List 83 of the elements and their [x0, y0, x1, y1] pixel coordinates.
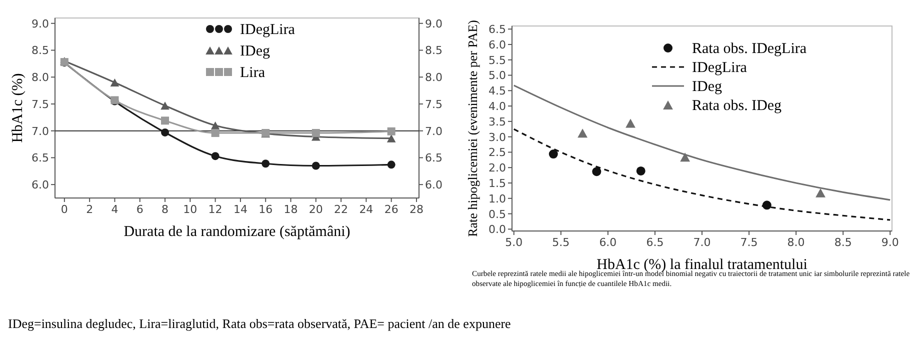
point: [592, 167, 602, 176]
x-tick-label: 5.0: [505, 236, 523, 249]
x-tick-label: 5.5: [552, 236, 570, 249]
x-tick-label: 22: [334, 203, 348, 216]
x-tick-label: 8.0: [787, 236, 805, 249]
y-tick-label: 7.5: [32, 98, 49, 111]
point: [578, 128, 588, 138]
y-tick-label: 3.0: [488, 130, 506, 144]
y2-tick-label: 7.0: [425, 124, 442, 138]
x-tick-label: 7.5: [740, 236, 758, 249]
point: [110, 78, 120, 86]
line-series: [513, 128, 891, 221]
point: [211, 128, 220, 137]
x-tick-label: 4: [111, 203, 118, 216]
x-tick-label: 18: [284, 203, 298, 216]
point: [387, 127, 396, 136]
point: [161, 128, 170, 136]
y-tick-label: 4.0: [488, 100, 506, 114]
y-tick-label: 7.0: [32, 124, 49, 138]
x-tick-label: 8.5: [834, 236, 852, 249]
y-tick-label: 6.5: [488, 23, 506, 36]
legend-label: IDeg: [240, 44, 270, 60]
x-tick-label: 14: [233, 203, 248, 216]
x-tick-label: 28: [409, 203, 424, 216]
x-tick-label: 10: [183, 203, 198, 216]
legend-label: IDegLira: [240, 22, 296, 38]
y-tick-label: 5.5: [488, 54, 506, 67]
x-axis-title: Durata de la randomizare (săptămâni): [124, 224, 350, 240]
y-tick-label: 8.5: [32, 44, 49, 58]
y-tick-label: 1.0: [488, 192, 506, 206]
y2-tick-label: 6.0: [425, 178, 442, 192]
legend-label: Lira: [240, 65, 266, 81]
y-tick-label: 2.0: [488, 162, 506, 175]
y-axis-title: Rate hipoglicemiei (evenimente per PAE): [465, 20, 480, 237]
x-tick-label: 16: [258, 203, 273, 216]
point: [387, 160, 396, 169]
y-tick-label: 5.0: [488, 69, 506, 82]
legend-label: IDeg: [692, 79, 722, 95]
legend-label: IDegLira: [692, 60, 748, 76]
x-tick-label: 0: [60, 203, 68, 216]
y-tick-label: 8.0: [32, 71, 49, 84]
x-tick-label: 6.0: [599, 236, 617, 249]
x-tick-label: 24: [359, 203, 374, 216]
point: [816, 188, 826, 198]
y2-tick-label: 9.0: [425, 17, 442, 30]
x-tick-label: 12: [208, 203, 222, 216]
y-tick-label: 3.5: [488, 115, 506, 128]
legend-label: Rata obs. IDeg: [692, 98, 782, 114]
x-tick-label: 6.5: [646, 236, 664, 249]
text: IDeg=insulina degludec, Lira=liraglutid, Rata obs=rata observată, PAE= pacient /an de expunere: [8, 316, 512, 332]
point: [262, 160, 270, 168]
y-tick-label: 2.5: [488, 146, 506, 160]
y2-tick-label: 7.5: [425, 98, 442, 111]
y-tick-label: 0.5: [488, 208, 506, 221]
x-tick-label: 7.0: [693, 236, 711, 249]
y2-tick-label: 8.0: [425, 71, 442, 84]
y-tick-label: 6.5: [32, 152, 49, 165]
legend-label: Rata obs. IDegLira: [692, 41, 807, 57]
x-tick-label: 6: [136, 203, 144, 216]
point: [626, 118, 636, 128]
y-tick-label: 6.0: [32, 178, 49, 192]
point: [312, 128, 320, 137]
point: [548, 150, 558, 159]
point: [211, 152, 220, 160]
y-axis-title: HbA1c (%): [10, 73, 26, 143]
y2-tick-label: 8.5: [425, 44, 442, 58]
x-tick-label: 2: [86, 203, 94, 216]
x-tick-label: 26: [384, 203, 398, 216]
y-tick-label: 9.0: [32, 17, 49, 30]
x-tick-label: 8: [162, 203, 169, 216]
point: [386, 134, 396, 142]
point: [160, 102, 170, 110]
y-tick-label: 6.0: [488, 38, 506, 52]
point: [636, 166, 646, 176]
point: [161, 116, 170, 125]
point: [680, 152, 690, 162]
y-tick-label: 4.5: [488, 84, 506, 98]
y2-tick-label: 6.5: [425, 152, 442, 165]
x-tick-label: 20: [308, 203, 323, 216]
y-tick-label: 0.0: [488, 223, 506, 236]
point: [312, 162, 320, 170]
x-tick-label: 9.0: [881, 236, 899, 249]
y-tick-label: 1.5: [488, 176, 506, 190]
